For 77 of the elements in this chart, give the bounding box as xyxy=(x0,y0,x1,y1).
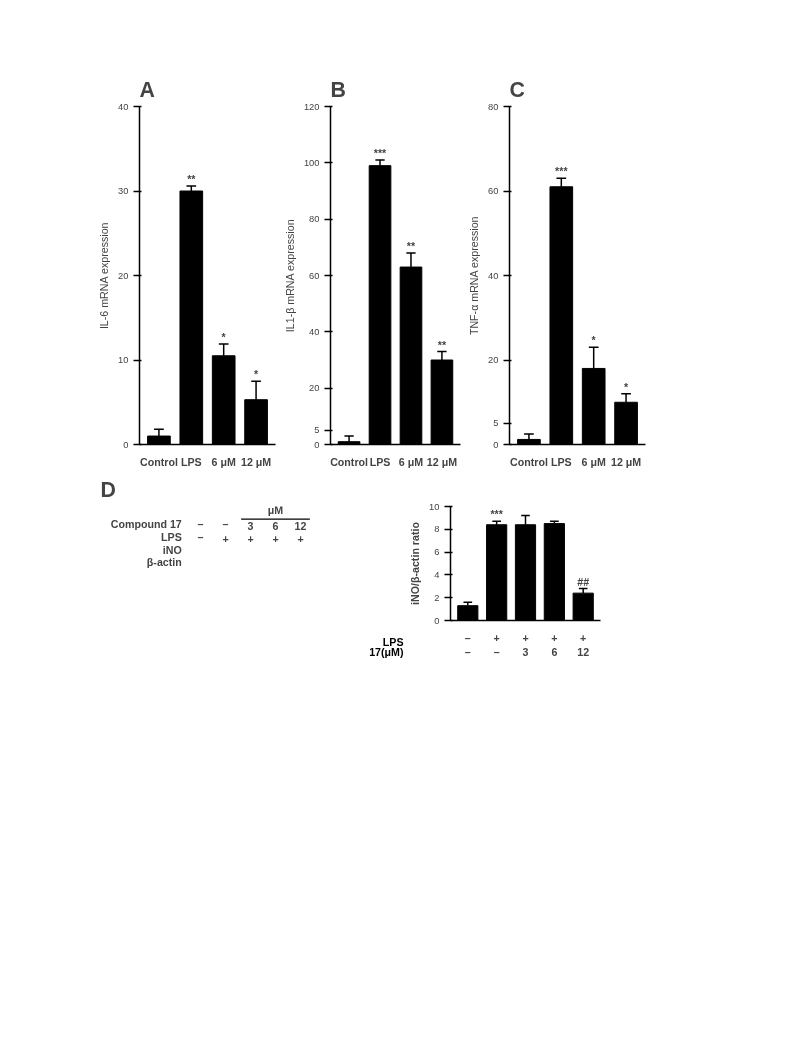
y-tick-label: 40 xyxy=(309,326,320,337)
y-tick-label: 10 xyxy=(118,355,129,365)
x-tick-label: LPS xyxy=(369,455,391,468)
x-tick-label: 6 μM xyxy=(398,455,424,468)
y-tick-label: 120 xyxy=(303,101,320,112)
y-tick-label: 20 xyxy=(309,383,320,394)
text: 6 xyxy=(272,520,279,533)
y-tick-label: 20 xyxy=(488,355,499,365)
y-tick-label: 60 xyxy=(488,186,499,196)
x-tick-label: 12 μM xyxy=(240,455,272,468)
text: – xyxy=(222,518,229,531)
annotation: *** xyxy=(555,165,569,178)
annotation: *** xyxy=(373,147,388,160)
text: Compound 17 xyxy=(110,518,182,531)
text: μM xyxy=(267,504,284,517)
y-tick-label: 10 xyxy=(429,501,440,512)
text: 12 xyxy=(294,520,307,533)
x-tick-label: Control xyxy=(509,455,548,468)
y-axis-title: IL1-β mRNA expression xyxy=(283,219,296,333)
text: D xyxy=(100,477,116,502)
text: + xyxy=(272,532,279,545)
annotation: ** xyxy=(406,239,416,252)
text: – xyxy=(197,518,204,531)
y-tick-label: 40 xyxy=(488,270,499,281)
y-axis-title: IL-6 mRNA expression xyxy=(98,222,111,330)
x-tick-label: – – xyxy=(464,631,471,658)
annotation: ** xyxy=(187,172,197,185)
text: iNO xyxy=(162,543,182,556)
y-tick-label: 8 xyxy=(434,524,440,535)
y-tick-label: 0 xyxy=(123,439,129,450)
y-tick-label: 6 xyxy=(434,547,440,558)
y-tick-label: 40 xyxy=(118,101,129,112)
text: 3 xyxy=(247,520,254,533)
text: + xyxy=(297,532,304,545)
x-tick-label: + 6 xyxy=(551,631,558,658)
y-axis-title: TNF-α mRNA expression xyxy=(468,216,481,336)
y-tick-label: 60 xyxy=(309,270,320,281)
text: LPS xyxy=(161,530,182,543)
text: – xyxy=(197,530,204,543)
x-tick-label: LPS xyxy=(180,455,202,468)
y-axis-title: iNO/β-actin ratio xyxy=(409,521,422,605)
annotation: * xyxy=(254,368,259,381)
x-tick-label: + 12 xyxy=(577,631,590,658)
annotation: * xyxy=(591,334,597,347)
y-tick-label: 30 xyxy=(118,186,129,196)
annotation: ## xyxy=(577,575,590,588)
y-tick-label: 0 xyxy=(493,439,499,450)
x-tick-label: + 3 xyxy=(522,631,529,658)
x-tick-label: 12 μM xyxy=(426,455,458,468)
annotation: *** xyxy=(490,508,504,521)
y-tick-label: 0 xyxy=(434,615,440,626)
annotation: ** xyxy=(437,338,447,351)
y-tick-label: 80 xyxy=(309,214,320,225)
x-tick-label: + – xyxy=(493,631,500,658)
x-tick-label: 6 μM xyxy=(581,455,606,468)
y-tick-label: 4 xyxy=(434,569,440,580)
chart-title: C xyxy=(509,77,525,102)
x-tick-label: Control xyxy=(139,455,178,468)
y-tick-label: 80 xyxy=(488,101,499,112)
annotation: * xyxy=(624,380,629,393)
text: β-actin xyxy=(146,556,182,569)
y-tick-label: 20 xyxy=(118,270,129,281)
y-tick-label: 2 xyxy=(434,592,440,603)
text: + xyxy=(247,532,254,545)
x-tick-label: 6 μM xyxy=(211,455,236,468)
annotation: * xyxy=(221,330,227,343)
chart-title: A xyxy=(139,77,155,102)
y-tick-label: 5 xyxy=(493,418,499,429)
x-tick-label: LPS xyxy=(550,455,572,468)
y-tick-label: 100 xyxy=(303,157,320,168)
y-tick-label: 0 xyxy=(314,439,320,450)
chart-title: B xyxy=(330,77,346,102)
x-tick-label: 12 μM xyxy=(610,455,642,468)
y-tick-label: 5 xyxy=(314,425,320,436)
x-tick-label: Control xyxy=(330,455,369,468)
text: 17(μM) xyxy=(369,645,404,658)
text: + xyxy=(222,532,229,545)
